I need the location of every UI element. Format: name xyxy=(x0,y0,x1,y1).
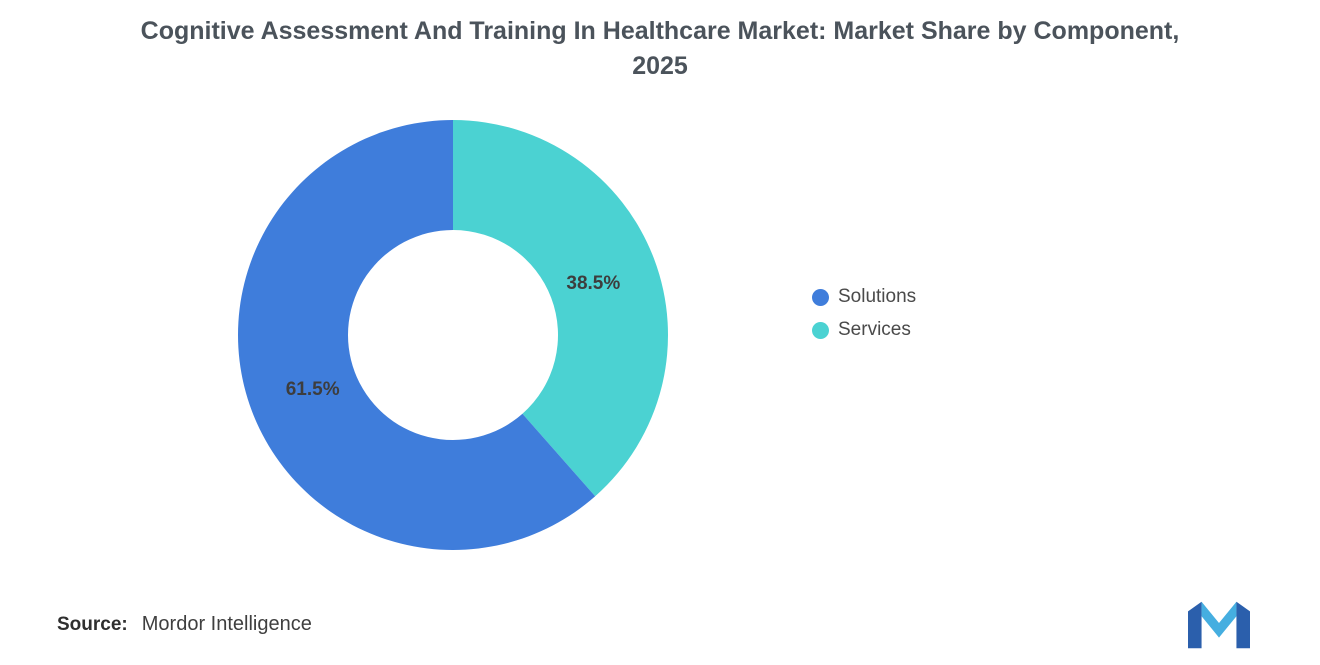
chart-title: Cognitive Assessment And Training In Hea… xyxy=(140,17,1180,80)
slice-value-label: 61.5% xyxy=(286,379,340,400)
source-attribution: Source: Mordor Intelligence xyxy=(57,613,312,636)
donut-chart: 38.5% 61.5% xyxy=(237,120,668,550)
mordor-intelligence-logo xyxy=(1188,601,1250,649)
legend-item-solutions[interactable]: Solutions xyxy=(812,286,916,308)
legend: Solutions Services xyxy=(812,286,916,341)
source-value: Mordor Intelligence xyxy=(141,613,312,635)
source-label: Source: xyxy=(57,614,128,635)
slice-solutions[interactable] xyxy=(237,120,596,550)
logo-middle-shape xyxy=(1201,601,1237,638)
legend-swatch-solutions-icon xyxy=(812,288,829,306)
slice-value-label: 38.5% xyxy=(566,273,620,294)
logo-left-shape xyxy=(1188,601,1202,649)
legend-label-solutions: Solutions xyxy=(838,286,917,307)
legend-swatch-services-icon xyxy=(812,321,829,339)
legend-item-services[interactable]: Services xyxy=(812,319,916,341)
slice-services[interactable] xyxy=(453,120,668,497)
logo-right-shape xyxy=(1236,601,1250,649)
legend-label-services: Services xyxy=(838,319,911,340)
